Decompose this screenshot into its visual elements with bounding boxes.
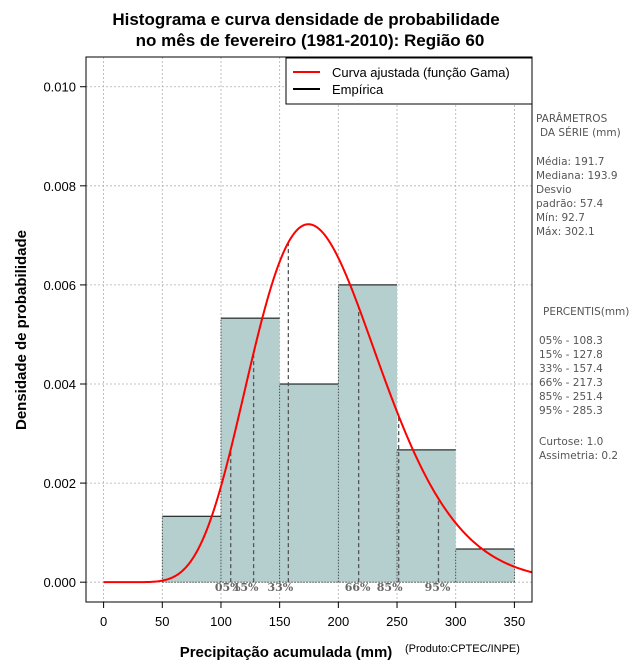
param-min: Mín: 92.7 xyxy=(536,212,585,224)
y-tick-label: 0.004 xyxy=(43,377,76,392)
percentil-row: 66% - 217.3 xyxy=(539,377,603,389)
percentile-label: 66% xyxy=(345,581,371,594)
product-credit: (Produto:CPTEC/INPE) xyxy=(405,643,520,655)
x-tick-label: 100 xyxy=(210,614,232,629)
percentile-label: 85% xyxy=(377,581,403,594)
x-tick-label: 250 xyxy=(386,614,408,629)
x-tick-label: 300 xyxy=(445,614,467,629)
param-max: Máx: 302.1 xyxy=(536,226,595,238)
param-skewness: Assimetria: 0.2 xyxy=(539,450,618,462)
y-tick-label: 0.008 xyxy=(43,179,76,194)
y-tick-label: 0.002 xyxy=(43,476,76,491)
percentil-row: 85% - 251.4 xyxy=(539,391,603,403)
param-mean: Média: 191.7 xyxy=(536,156,604,168)
percentile-label: 15% xyxy=(233,581,259,594)
plot-frame xyxy=(85,56,533,603)
percentil-row: 05% - 108.3 xyxy=(539,335,603,347)
x-tick-label: 200 xyxy=(327,614,349,629)
percentile-lines xyxy=(230,242,440,583)
y-tick-label: 0.006 xyxy=(43,278,76,293)
histogram-bar xyxy=(279,384,339,583)
legend-label-empirical: Empírica xyxy=(332,82,384,97)
percentile-labels: 05%15% 33% 66% 85% 95% xyxy=(215,581,451,594)
y-axis-title: Densidade de probabilidade xyxy=(13,230,30,430)
histogram-bars xyxy=(161,284,515,583)
percentil-row: 15% - 127.8 xyxy=(539,349,603,361)
percentis-title: PERCENTIS(mm) xyxy=(543,306,629,318)
y-tick-label: 0.000 xyxy=(43,575,76,590)
x-tick-label: 150 xyxy=(269,614,291,629)
percentile-label: 33% xyxy=(267,581,293,594)
x-axis-title: Precipitação acumulada (mm) xyxy=(180,644,393,660)
param-median: Mediana: 193.9 xyxy=(536,170,618,182)
percentile-label: 95% xyxy=(425,581,451,594)
chart-title-line1: Histograma e curva densidade de probabil… xyxy=(112,10,499,29)
histogram-bar xyxy=(455,548,515,583)
x-tick-label: 0 xyxy=(100,614,107,629)
gamma-fit-curve xyxy=(103,223,533,584)
percentil-row: 33% - 157.4 xyxy=(539,363,603,375)
params-title-line1: PARÂMETROS xyxy=(536,112,608,125)
legend-box xyxy=(285,57,533,105)
x-axis-ticks: 0 50 100 150 200 250 300 350 xyxy=(100,602,525,629)
histogram-bar xyxy=(397,449,456,583)
y-axis-ticks: 0.000 0.002 0.004 0.006 0.008 0.010 xyxy=(43,80,86,590)
x-tick-label: 50 xyxy=(155,614,169,629)
param-kurtosis: Curtose: 1.0 xyxy=(539,436,603,448)
histogram-bar xyxy=(162,516,221,583)
params-title-line2: DA SÉRIE (mm) xyxy=(540,126,621,139)
y-tick-label: 0.010 xyxy=(43,80,76,95)
chart-title-line2: no mês de fevereiro (1981-2010): Região … xyxy=(136,31,485,50)
legend-label-curve: Curva ajustada (função Gama) xyxy=(332,65,510,80)
param-sd-line1: Desvio xyxy=(536,184,572,196)
param-sd-line2: padrão: 57.4 xyxy=(536,198,604,210)
legend: Curva ajustada (função Gama) Empírica xyxy=(285,57,533,105)
x-tick-label: 350 xyxy=(504,614,526,629)
percentil-row: 95% - 285.3 xyxy=(539,405,603,417)
series-parameters-panel: PARÂMETROS DA SÉRIE (mm) Média: 191.7 Me… xyxy=(536,112,629,462)
percentile-label: 05% xyxy=(215,581,241,594)
